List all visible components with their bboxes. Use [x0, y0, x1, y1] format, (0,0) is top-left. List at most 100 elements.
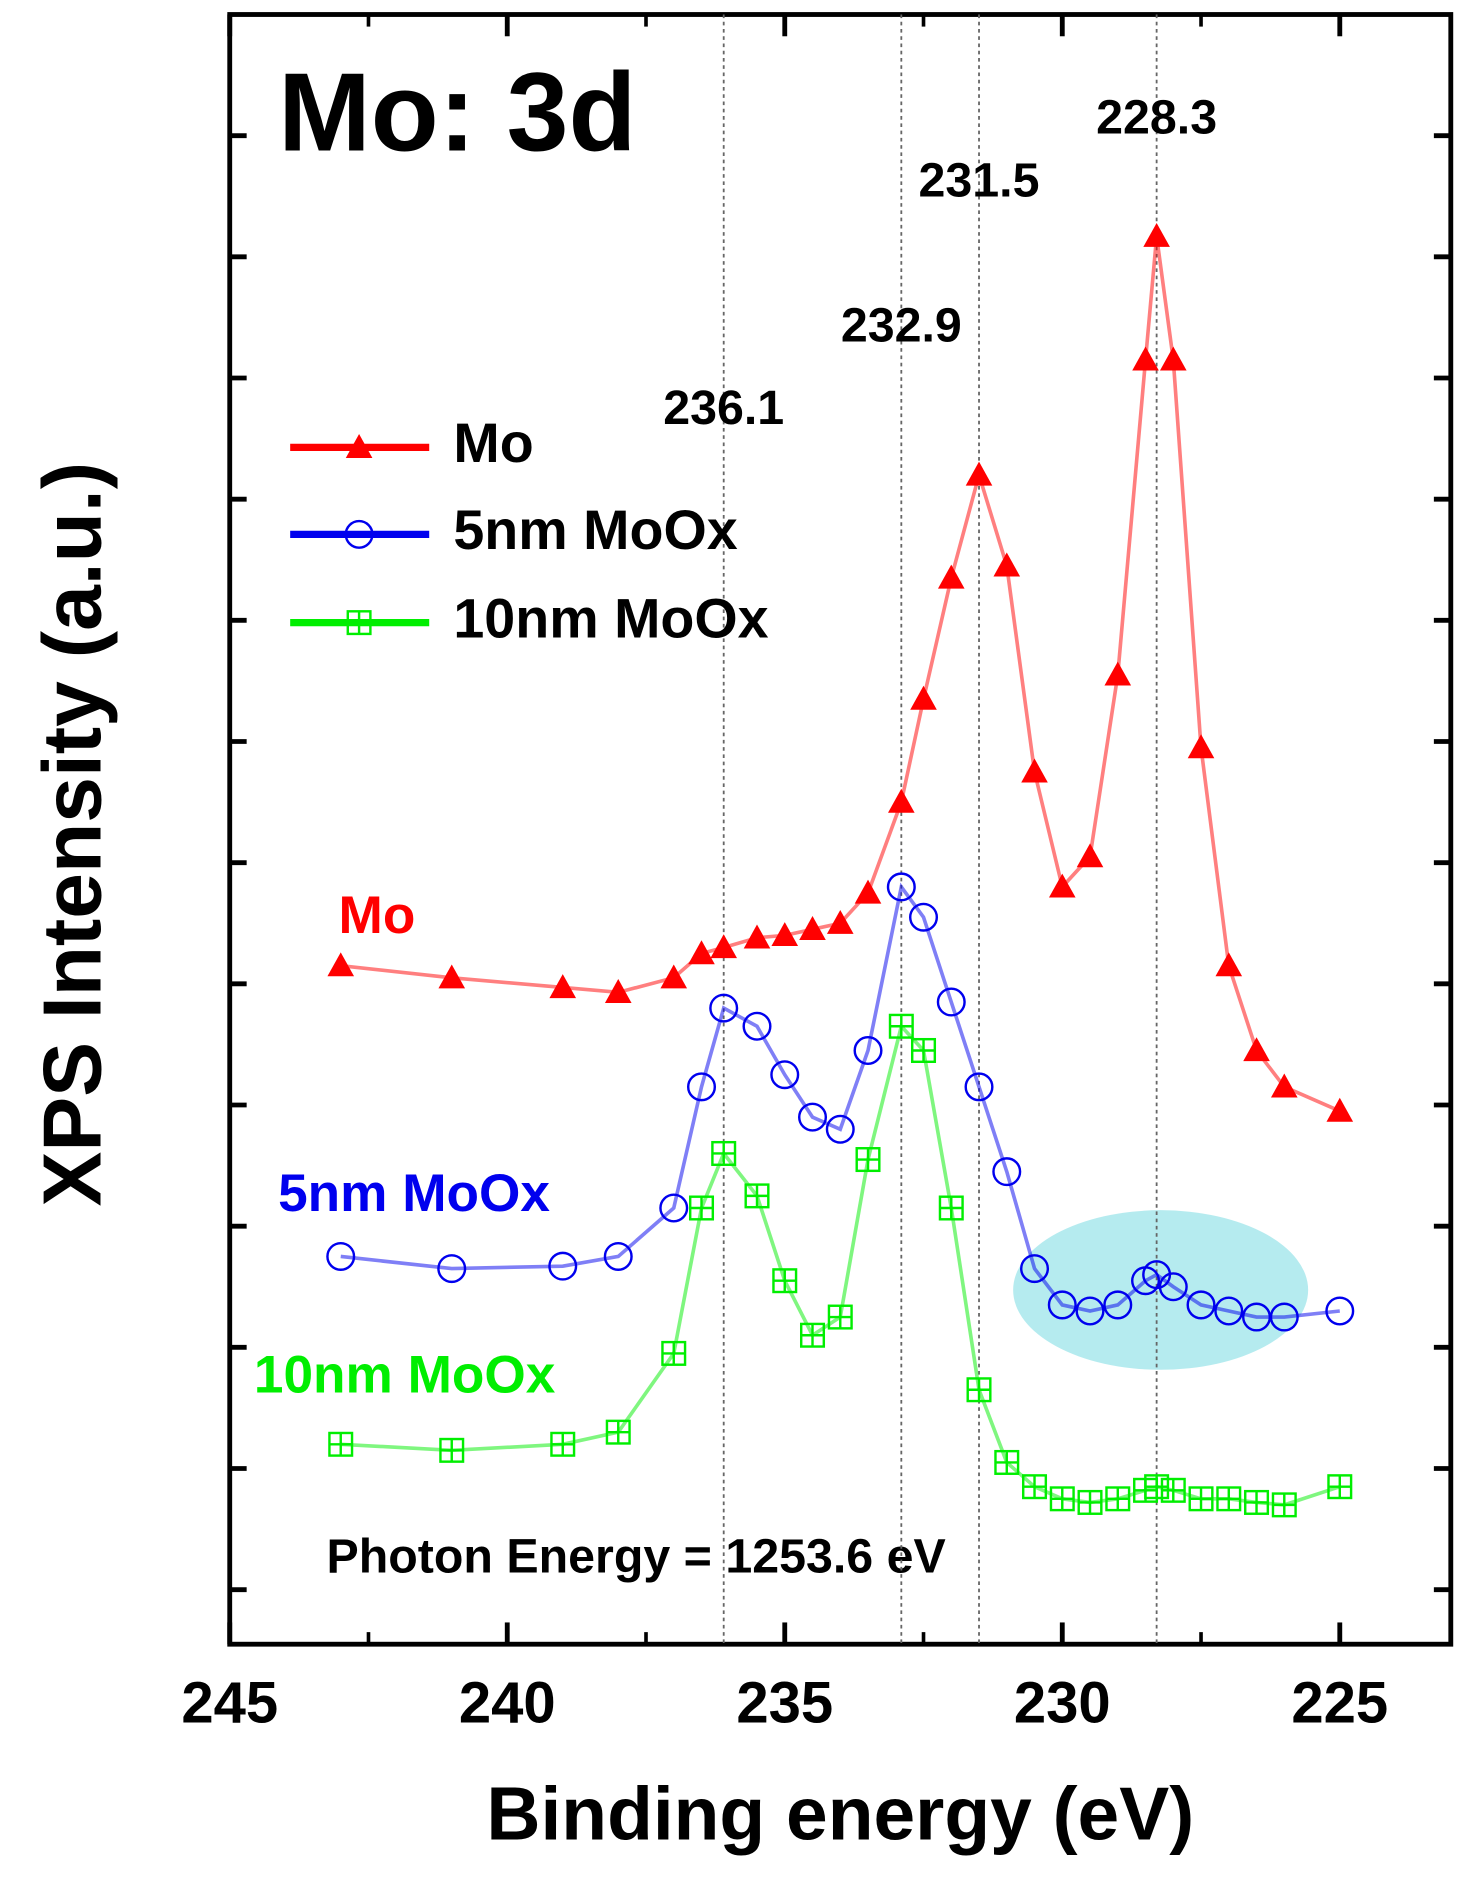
data-point — [1105, 1486, 1131, 1512]
x-tick-label: 225 — [1291, 1670, 1388, 1735]
data-point — [1269, 1302, 1299, 1332]
data-point — [825, 1114, 855, 1144]
data-point — [798, 1102, 828, 1132]
data-point — [1325, 1296, 1355, 1326]
data-point — [1077, 1489, 1103, 1515]
curve-label: 10nm MoOx — [254, 1345, 556, 1404]
data-point — [1214, 1296, 1244, 1326]
data-point — [937, 564, 965, 589]
data-point — [327, 952, 355, 977]
data-point — [1104, 661, 1132, 686]
legend-label: Mo — [453, 412, 533, 474]
data-point — [742, 1011, 772, 1041]
data-point — [549, 974, 577, 999]
series-line — [340, 236, 1341, 1113]
data-point — [826, 909, 854, 934]
plot-frame — [227, 12, 1454, 1647]
data-point — [936, 987, 966, 1017]
data-point — [550, 1431, 576, 1457]
legend-label: 10nm MoOx — [453, 587, 768, 649]
data-point — [966, 1377, 992, 1403]
data-point — [603, 1241, 633, 1271]
data-point — [1160, 1477, 1186, 1503]
data-point — [328, 1431, 354, 1457]
data-point — [1048, 873, 1076, 898]
data-point — [1132, 346, 1159, 371]
data-point — [688, 940, 715, 965]
data-point — [1103, 1290, 1133, 1320]
data-point — [1271, 1492, 1297, 1518]
data-point — [1270, 1073, 1298, 1098]
data-point — [743, 924, 771, 949]
peak-label: 228.3 — [1096, 91, 1217, 145]
x-tick-label: 235 — [736, 1670, 833, 1735]
data-point — [1144, 1474, 1170, 1500]
data-point — [1143, 222, 1170, 247]
data-point — [910, 685, 937, 710]
peak-label: 236.1 — [663, 381, 784, 435]
data-point — [605, 1419, 631, 1445]
data-point — [688, 1195, 715, 1221]
chart-title: Mo: 3d — [278, 49, 636, 174]
data-point — [888, 1013, 914, 1039]
data-point — [438, 964, 466, 989]
data-point — [1075, 1296, 1105, 1326]
data-point — [1020, 1254, 1050, 1284]
data-point — [326, 1241, 356, 1271]
peak-label: 231.5 — [919, 154, 1040, 208]
data-point — [710, 934, 738, 959]
data-point — [911, 1037, 937, 1063]
data-point — [661, 1340, 687, 1366]
x-tick-label: 230 — [1014, 1670, 1111, 1735]
data-point — [744, 1183, 770, 1209]
data-point — [1049, 1486, 1075, 1512]
y-axis-label: XPS Intensity (a.u.) — [27, 462, 118, 1207]
curve-label: Mo — [339, 886, 416, 945]
data-point — [888, 788, 915, 813]
data-point — [686, 1072, 717, 1102]
data-point — [799, 916, 826, 940]
data-point — [1186, 1290, 1216, 1320]
data-point — [853, 1035, 883, 1065]
data-point — [548, 1251, 578, 1281]
data-point — [992, 1157, 1022, 1187]
data-point — [1244, 1489, 1270, 1515]
data-point — [439, 1437, 465, 1463]
data-point — [772, 1268, 798, 1294]
data-point — [1187, 734, 1215, 759]
legend-marker — [345, 434, 373, 458]
data-point — [1021, 758, 1048, 783]
legend-label: 5nm MoOx — [453, 499, 737, 561]
data-point — [993, 552, 1021, 577]
data-point — [1216, 1486, 1242, 1512]
data-point — [1243, 1037, 1270, 1062]
data-point — [1022, 1474, 1048, 1500]
data-point — [886, 872, 916, 902]
data-point — [770, 1060, 800, 1090]
annotation: Photon Energy = 1253.6 eV — [326, 1529, 945, 1583]
curve-label: 5nm MoOx — [278, 1164, 550, 1223]
data-point — [1076, 843, 1104, 868]
data-point — [855, 1147, 881, 1173]
data-point — [1327, 1474, 1353, 1500]
x-tick-label: 240 — [459, 1670, 556, 1735]
data-point — [938, 1195, 964, 1221]
data-point — [1159, 346, 1187, 371]
data-point — [909, 902, 939, 932]
data-point — [1188, 1486, 1214, 1512]
data-point — [994, 1449, 1020, 1475]
legend-marker — [346, 610, 372, 636]
x-tick-label: 245 — [181, 1670, 278, 1735]
data-point — [771, 922, 799, 947]
data-point — [437, 1254, 467, 1284]
data-point — [799, 1322, 826, 1348]
data-point — [659, 1193, 689, 1223]
data-point — [1215, 952, 1243, 977]
data-point — [1158, 1272, 1188, 1302]
data-point — [854, 879, 882, 904]
data-point — [964, 1072, 994, 1102]
data-point — [1047, 1290, 1077, 1320]
data-point — [827, 1304, 853, 1330]
data-point — [711, 1140, 737, 1166]
